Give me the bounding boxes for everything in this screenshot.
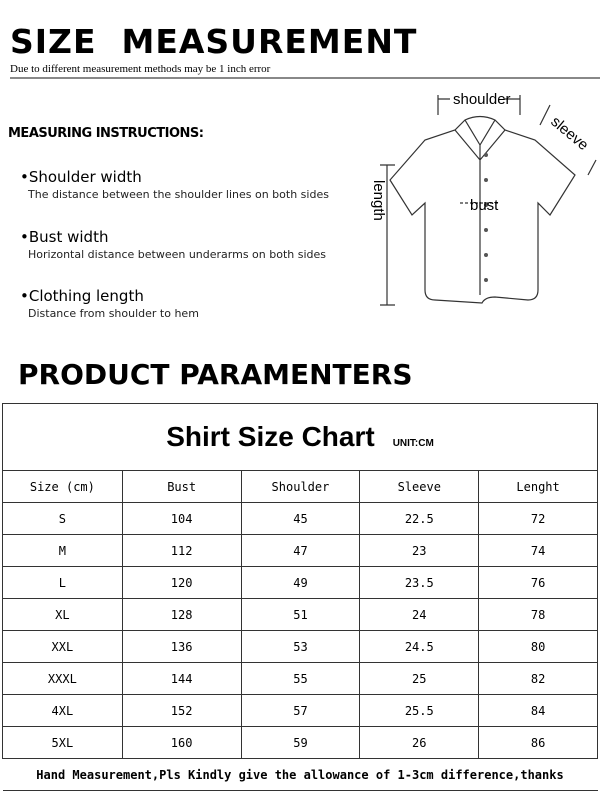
table-cell: 51 bbox=[240, 598, 361, 631]
table-row: XL 128 51 24 78 bbox=[2, 598, 598, 631]
table-cell: 49 bbox=[240, 566, 361, 599]
table-cell: 76 bbox=[478, 566, 598, 599]
instruction-desc: Distance from shoulder to hem bbox=[28, 307, 199, 320]
table-cell: 112 bbox=[121, 534, 242, 567]
table-cell: 59 bbox=[240, 726, 361, 759]
instruction-shoulder: •Shoulder width The distance between the… bbox=[20, 168, 329, 201]
table-row: XXL 136 53 24.5 80 bbox=[2, 630, 598, 663]
table-cell: 144 bbox=[121, 662, 242, 695]
table-cell: 86 bbox=[478, 726, 598, 759]
instructions-heading: MEASURING INSTRUCTIONS: bbox=[8, 126, 204, 141]
table-cell: 120 bbox=[121, 566, 242, 599]
table-cell: 152 bbox=[121, 694, 242, 727]
table-title-cell: Shirt Size Chart UNIT:CM bbox=[2, 403, 598, 471]
table-cell: 82 bbox=[478, 662, 598, 695]
instruction-length: •Clothing length Distance from shoulder … bbox=[20, 287, 199, 320]
table-cell: 5XL bbox=[2, 726, 123, 759]
shoulder-label: shoulder bbox=[453, 91, 511, 108]
table-cell: XXXL bbox=[2, 662, 123, 695]
table-row: L 120 49 23.5 76 bbox=[2, 566, 598, 599]
column-header: Size (cm) bbox=[2, 470, 123, 503]
table-cell: 80 bbox=[478, 630, 598, 663]
table-cell: XL bbox=[2, 598, 123, 631]
table-cell: 74 bbox=[478, 534, 598, 567]
column-header: Shoulder bbox=[240, 470, 361, 503]
table-cell: 23.5 bbox=[359, 566, 480, 599]
table-cell: M bbox=[2, 534, 123, 567]
section-heading: PRODUCT PARAMENTERS bbox=[18, 358, 413, 391]
table-title: Shirt Size Chart bbox=[166, 421, 375, 452]
column-header: Sleeve bbox=[359, 470, 480, 503]
instruction-desc: Horizontal distance between underarms on… bbox=[28, 248, 327, 261]
shirt-diagram: shoulder sleeve length bust bbox=[370, 91, 597, 306]
table-cell: 57 bbox=[240, 694, 361, 727]
table-cell: 53 bbox=[240, 630, 361, 663]
table-cell: 160 bbox=[121, 726, 242, 759]
table-cell: 136 bbox=[121, 630, 242, 663]
instruction-title: •Shoulder width bbox=[20, 168, 142, 186]
instruction-desc: The distance between the shoulder lines … bbox=[28, 188, 329, 201]
table-cell: 24.5 bbox=[359, 630, 480, 663]
bust-label: bust bbox=[470, 197, 499, 214]
table-header-row: Size (cm) Bust Shoulder Sleeve Lenght bbox=[2, 470, 598, 503]
table-cell: 23 bbox=[359, 534, 480, 567]
instruction-bust: •Bust width Horizontal distance between … bbox=[20, 228, 326, 261]
table-cell: 24 bbox=[359, 598, 480, 631]
table-cell: 26 bbox=[359, 726, 480, 759]
table-row: 5XL 160 59 26 86 bbox=[2, 726, 598, 759]
table-cell: 22.5 bbox=[359, 502, 480, 535]
table-cell: XXL bbox=[2, 630, 123, 663]
table-cell: 4XL bbox=[2, 694, 123, 727]
sleeve-label: sleeve bbox=[547, 113, 591, 154]
table-cell: L bbox=[2, 566, 123, 599]
table-cell: 104 bbox=[121, 502, 242, 535]
table-cell: 84 bbox=[478, 694, 598, 727]
table-cell: 55 bbox=[240, 662, 361, 695]
column-header: Bust bbox=[121, 470, 242, 503]
table-cell: 72 bbox=[478, 502, 598, 535]
table-row: XXXL 144 55 25 82 bbox=[2, 662, 598, 695]
instruction-title: •Clothing length bbox=[20, 287, 144, 305]
table-cell: 25 bbox=[359, 662, 480, 695]
table-row: S 104 45 22.5 72 bbox=[2, 502, 598, 535]
unit-label: UNIT:CM bbox=[392, 438, 434, 449]
table-footer-note: Hand Measurement,Pls Kindly give the all… bbox=[2, 758, 598, 791]
table-row: M 112 47 23 74 bbox=[2, 534, 598, 567]
table-row: 4XL 152 57 25.5 84 bbox=[2, 694, 598, 727]
table-cell: 128 bbox=[121, 598, 242, 631]
table-cell: 47 bbox=[240, 534, 361, 567]
instruction-title: •Bust width bbox=[20, 228, 109, 246]
table-cell: 78 bbox=[478, 598, 598, 631]
page-title: SIZE MEASUREMENT bbox=[10, 22, 418, 61]
subtitle: Due to different measurement methods may… bbox=[10, 63, 271, 75]
divider bbox=[10, 77, 600, 79]
table-cell: 25.5 bbox=[359, 694, 480, 727]
length-label: length bbox=[370, 180, 387, 221]
size-chart-table: Shirt Size Chart UNIT:CM Size (cm) Bust Sho… bbox=[2, 403, 598, 791]
table-cell: S bbox=[2, 502, 123, 535]
column-header: Lenght bbox=[478, 470, 598, 503]
table-cell: 45 bbox=[240, 502, 361, 535]
